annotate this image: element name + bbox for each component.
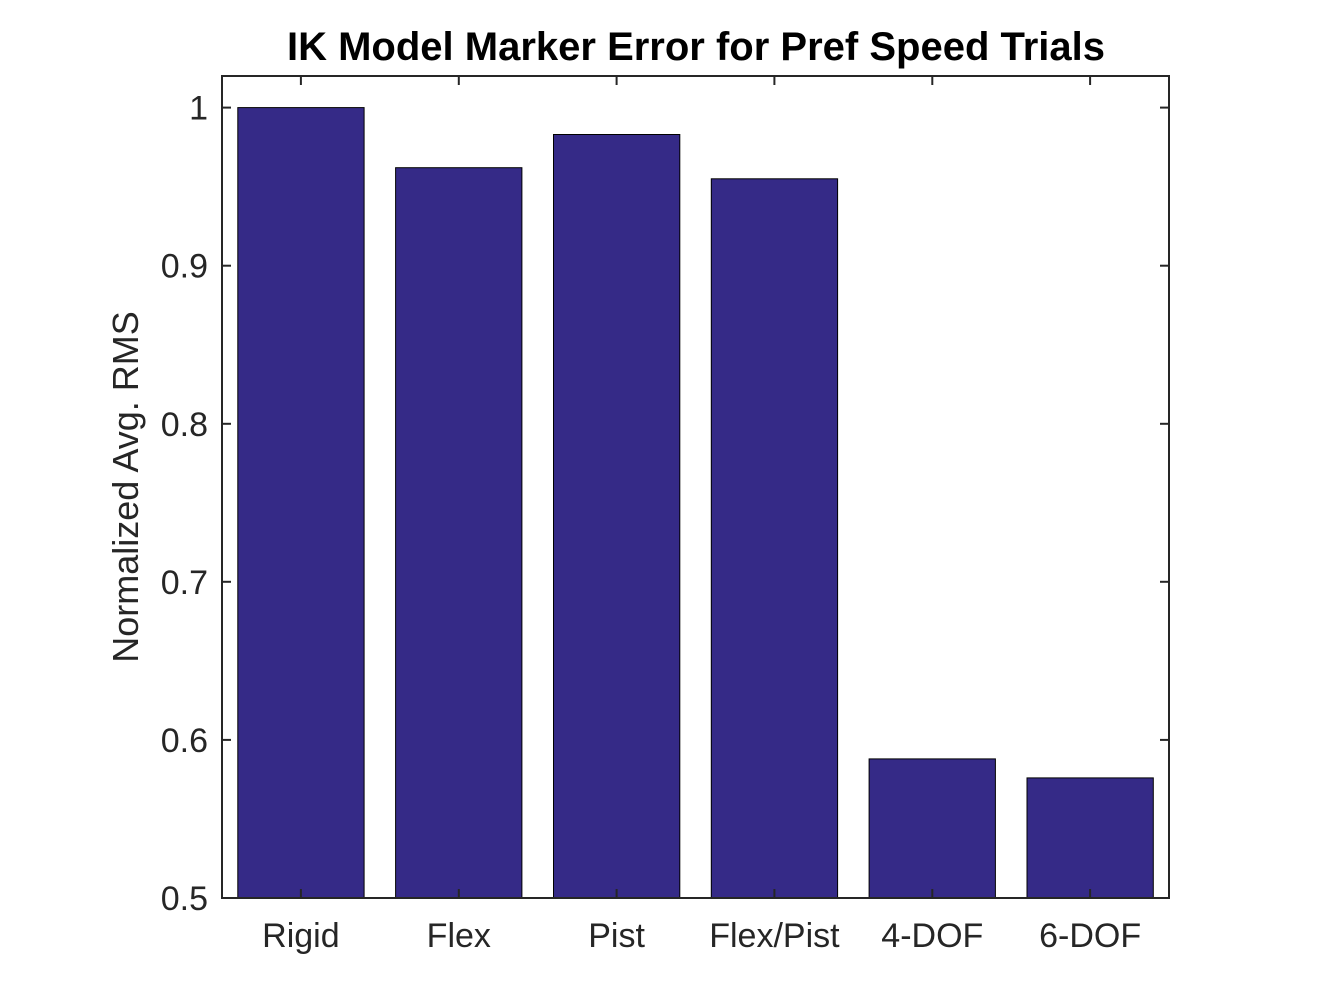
plot-area-frame <box>221 75 1170 899</box>
bar-flex-pist <box>710 178 839 899</box>
y-tick-label: 0.9 <box>161 248 208 286</box>
y-axis-tick-labels: 0.5 0.6 0.7 0.8 0.9 1 <box>161 90 208 918</box>
x-tick-label: Rigid <box>262 917 339 955</box>
x-tick-label: 6-DOF <box>1039 917 1141 955</box>
y-tick-label: 0.5 <box>161 880 208 918</box>
bar-pist <box>553 134 681 899</box>
bar-flex <box>395 167 523 899</box>
chart-title: IK Model Marker Error for Pref Speed Tri… <box>287 25 1105 69</box>
bar-4-dof <box>868 758 996 899</box>
x-tick-label: Flex/Pist <box>709 917 840 955</box>
bars-group <box>237 107 1154 899</box>
bar-rigid <box>237 107 365 899</box>
bar-6-dof <box>1026 777 1154 899</box>
x-axis-tick-labels: Rigid Flex Pist Flex/Pist 4-DOF 6-DOF <box>262 917 1141 955</box>
y-tick-label: 0.6 <box>161 722 208 760</box>
axis-ticks <box>222 76 1169 899</box>
x-tick-label: 4-DOF <box>881 917 983 955</box>
x-tick-label: Flex <box>427 917 491 955</box>
y-axis-label: Normalized Avg. RMS <box>105 311 146 662</box>
y-tick-label: 0.8 <box>161 406 208 444</box>
x-tick-label: Pist <box>588 917 645 955</box>
y-tick-label: 0.7 <box>161 564 208 602</box>
y-tick-label: 1 <box>189 90 208 128</box>
